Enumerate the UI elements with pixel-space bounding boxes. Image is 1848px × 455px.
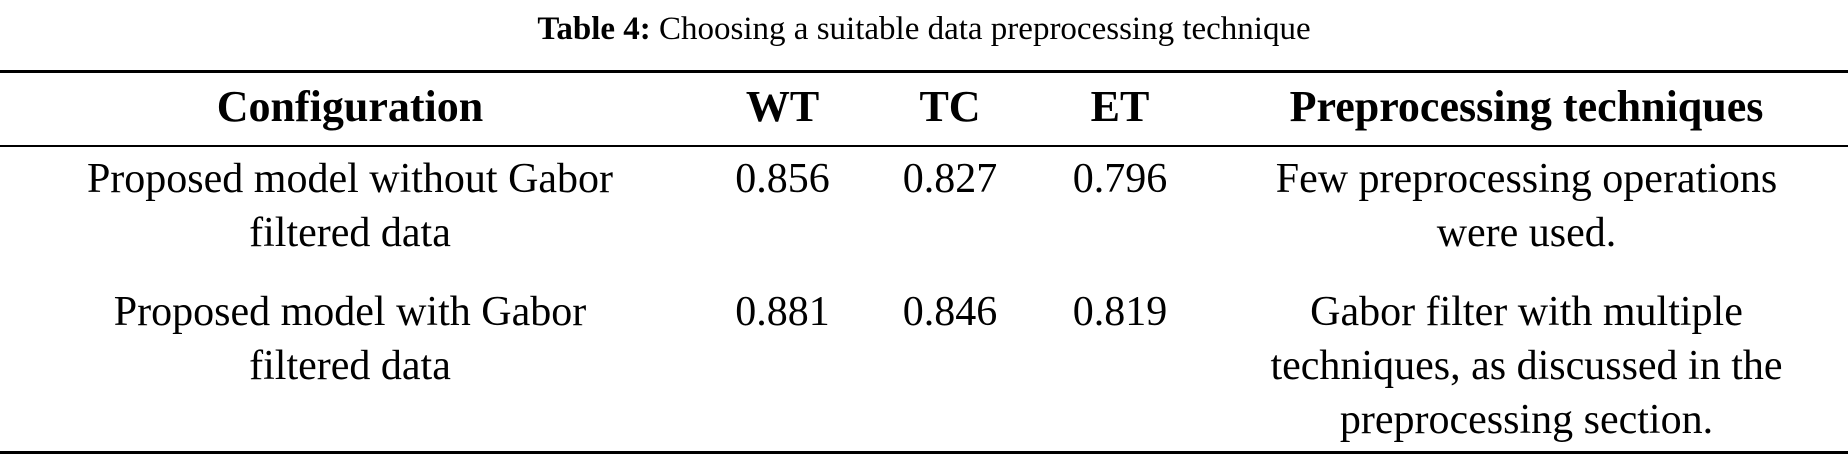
table-row: Proposed model with Gabor filtered data … [0,280,1848,453]
header-configuration: Configuration [0,71,700,147]
cell-wt: 0.856 [735,156,830,202]
caption-text: Choosing a suitable data preprocessing t… [659,11,1311,47]
cell-wt: 0.881 [735,289,830,335]
results-table: Configuration WT TC ET Preprocessing tec… [0,70,1848,454]
header-row: Configuration WT TC ET Preprocessing tec… [0,71,1848,147]
header-wt: WT [700,71,865,147]
header-tc: TC [865,71,1035,147]
cell-et: 0.796 [1072,156,1168,202]
cell-tc: 0.846 [902,289,998,335]
cell-et: 0.819 [1072,289,1168,335]
caption-label: Table 4: [537,11,651,47]
cell-preprocessing: Few preprocessing operations were used. [1275,156,1778,256]
cell-preprocessing: Gabor filter with multiple techniques, a… [1270,289,1783,443]
table-row: Proposed model without Gabor filtered da… [0,146,1848,280]
cell-configuration: Proposed model with Gabor filtered data [113,289,587,389]
header-preprocessing: Preprocessing techniques [1205,71,1848,147]
cell-tc: 0.827 [902,156,998,202]
cell-configuration: Proposed model without Gabor filtered da… [86,156,614,256]
table-caption: Table 4: Choosing a suitable data prepro… [0,0,1848,70]
header-et: ET [1035,71,1205,147]
